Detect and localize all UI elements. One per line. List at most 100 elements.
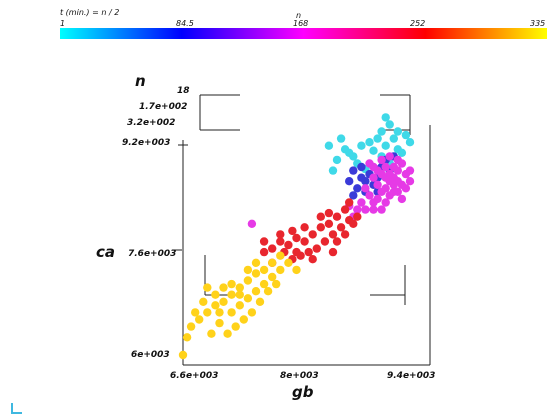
data-point-yellow: [251, 269, 261, 278]
data-point-yellow: [251, 287, 261, 296]
data-point-cyan: [393, 127, 402, 136]
data-point-yellow: [268, 258, 277, 267]
data-point-cyan: [397, 148, 407, 157]
data-point-yellow: [235, 283, 244, 292]
data-point-cyan: [389, 134, 398, 143]
data-point-red: [308, 230, 317, 239]
data-point-yellow: [235, 301, 244, 310]
x-tick-mid: 8e+003: [280, 371, 319, 381]
corner-axes-icon: [11, 403, 22, 414]
data-point-yellow: [235, 290, 244, 299]
colorbar-tick-1: 1: [60, 19, 66, 28]
data-point-red: [332, 212, 342, 221]
data-point-yellow: [251, 258, 261, 267]
data-point-magenta: [369, 198, 378, 207]
data-points: [178, 113, 415, 360]
data-point-yellow: [195, 315, 204, 324]
data-point-yellow: [284, 258, 293, 267]
data-point-yellow: [276, 251, 285, 260]
data-point-yellow: [191, 308, 200, 317]
data-point-cyan: [405, 138, 415, 147]
y-axis-title: ca: [96, 243, 116, 261]
data-point-magenta: [377, 187, 386, 196]
data-point-yellow: [203, 283, 212, 292]
data-point-blue: [361, 177, 370, 186]
data-point-magenta: [365, 191, 374, 200]
data-point-yellow: [231, 322, 240, 331]
data-point-red: [292, 233, 301, 243]
data-point-red: [288, 226, 297, 236]
data-point-red: [324, 219, 334, 228]
data-point-red: [328, 247, 338, 257]
data-point-blue: [353, 184, 362, 193]
data-point-red: [345, 198, 354, 207]
data-point-magenta: [381, 162, 390, 172]
data-point-yellow: [186, 322, 196, 331]
z-tick-3: 3.2e+002: [127, 118, 176, 128]
data-point-yellow: [292, 265, 301, 275]
data-point-yellow: [211, 301, 220, 310]
data-point-red: [332, 237, 342, 246]
data-point-yellow: [227, 308, 236, 317]
data-point-yellow: [219, 297, 228, 306]
data-point-yellow: [203, 308, 212, 317]
data-point-red: [300, 223, 309, 232]
data-point-cyan: [381, 113, 390, 122]
data-point-yellow: [272, 279, 281, 289]
colorbar: [60, 28, 547, 39]
colorbar-tick-4: 252: [410, 19, 426, 28]
data-point-yellow: [199, 297, 208, 306]
data-point-magenta: [405, 166, 415, 175]
data-point-yellow: [182, 333, 192, 342]
x-axis-title: gb: [292, 383, 314, 401]
data-point-yellow: [227, 290, 236, 299]
data-point-red: [276, 230, 285, 239]
data-point-yellow: [259, 279, 269, 289]
data-point-magenta: [385, 169, 394, 179]
data-point-cyan: [385, 120, 394, 129]
data-point-magenta: [381, 198, 390, 207]
data-point-cyan: [381, 141, 390, 150]
z-axis-title: n: [135, 72, 146, 90]
colorbar-title: n: [296, 11, 302, 20]
data-point-blue: [349, 191, 358, 200]
data-point-yellow: [215, 318, 224, 328]
data-point-red: [259, 247, 269, 257]
data-point-red: [312, 244, 321, 253]
data-point-magenta: [385, 191, 394, 200]
x-tick-left: 6.6e+003: [170, 371, 219, 381]
data-point-yellow: [243, 265, 253, 275]
data-point-yellow: [243, 294, 253, 303]
data-point-cyan: [365, 138, 374, 147]
data-point-cyan: [332, 155, 342, 165]
colorbar-tick-2: 84.5: [176, 19, 194, 28]
data-point-blue: [349, 166, 358, 175]
data-point-yellow: [227, 279, 236, 289]
data-point-magenta: [389, 162, 398, 172]
data-point-magenta: [405, 177, 415, 186]
colorbar-tick-3: 168: [293, 19, 309, 28]
x-tick-right: 9.4e+003: [387, 371, 436, 381]
data-point-magenta: [393, 155, 402, 165]
data-point-cyan: [377, 127, 386, 136]
data-point-cyan: [324, 141, 334, 150]
data-point-magenta: [401, 184, 411, 193]
data-point-red: [268, 244, 277, 253]
data-point-yellow: [268, 272, 277, 282]
data-point-red: [349, 219, 358, 228]
data-point-red: [300, 237, 309, 246]
data-point-red: [340, 230, 350, 239]
data-point-magenta: [357, 198, 366, 207]
data-point-red: [259, 237, 269, 246]
y-tick-mid: 7.6e+003: [128, 249, 177, 259]
data-point-yellow: [215, 308, 224, 317]
data-point-cyan: [401, 130, 411, 140]
data-point-red: [328, 230, 338, 239]
colorbar-tick-5: 335: [530, 19, 546, 28]
data-point-yellow: [247, 308, 257, 317]
data-point-yellow: [276, 265, 285, 275]
data-point-yellow: [243, 276, 253, 285]
data-point-yellow: [223, 329, 232, 338]
colorbar-subtitle: t (min.) = n / 2: [60, 8, 120, 17]
data-point-yellow: [255, 297, 265, 306]
